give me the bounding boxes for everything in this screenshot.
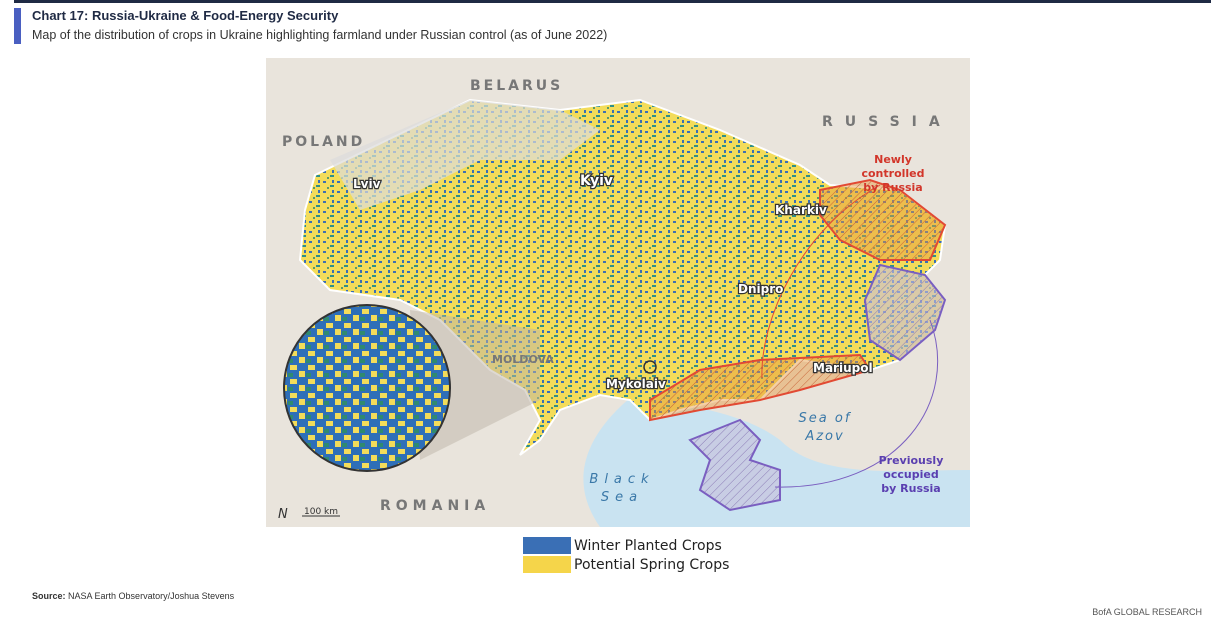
city-label: Lviv: [353, 177, 381, 191]
zoom-inset: [283, 304, 451, 472]
annotation-newly: Newly controlled by Russia: [861, 153, 924, 194]
sea-label: Black: [589, 472, 654, 487]
annotation-line: occupied: [883, 468, 938, 481]
sea-label: Sea of: [799, 411, 852, 426]
sea-label: Sea: [601, 490, 643, 505]
source-text: NASA Earth Observatory/Joshua Stevens: [68, 591, 235, 601]
city-label: Mariupol: [813, 361, 873, 375]
polesia: [330, 100, 600, 210]
legend: Winter Planted Crops Potential Spring Cro…: [523, 537, 729, 573]
legend-swatch: [523, 556, 571, 573]
legend-swatch: [523, 537, 571, 554]
newly-controlled-south: [649, 353, 872, 422]
annotation-line: by Russia: [863, 181, 922, 194]
top-rule: [14, 0, 1211, 3]
footer: BofA GLOBAL RESEARCH: [1092, 607, 1202, 617]
subtitle: Map of the distribution of crops in Ukra…: [32, 28, 608, 42]
legend-label: Potential Spring Crops: [574, 557, 729, 573]
crimea: [688, 418, 781, 512]
country-label: ROMANIA: [380, 498, 490, 514]
previously-occupied: [863, 263, 947, 362]
city-label: Kyiv: [580, 173, 613, 189]
annotation-line: by Russia: [881, 482, 940, 495]
accent-bar: [14, 8, 21, 44]
scale-label: 100 km: [304, 507, 338, 517]
country-label: RUSSIA: [822, 114, 952, 130]
zoom-marker: [643, 360, 657, 374]
source-label: Source:: [32, 591, 66, 601]
country-label: POLAND: [282, 134, 365, 150]
sea: [583, 390, 970, 527]
city-label: Dnipro: [738, 282, 783, 296]
title: Chart 17: Russia-Ukraine & Food-Energy S…: [32, 8, 339, 23]
map: [266, 58, 970, 527]
annotation-line: Newly: [874, 153, 912, 166]
annotation-line: controlled: [861, 167, 924, 180]
north-arrow: N: [278, 507, 288, 522]
legend-label: Winter Planted Crops: [574, 538, 722, 554]
country-label: MOLDOVA: [492, 353, 554, 366]
leader-line: [774, 319, 939, 488]
city-label: Kharkiv: [775, 203, 827, 217]
source: Source: NASA Earth Observatory/Joshua St…: [32, 591, 234, 601]
sea-label: Azov: [804, 429, 844, 444]
annotation-line: Previously: [879, 454, 944, 467]
leader-line: [761, 184, 881, 379]
city-label: Mykolaiv: [606, 377, 666, 391]
newly-controlled-north: [819, 178, 947, 261]
country-label: BELARUS: [470, 78, 563, 94]
annotation-previously: Previously occupied by Russia: [879, 454, 944, 495]
